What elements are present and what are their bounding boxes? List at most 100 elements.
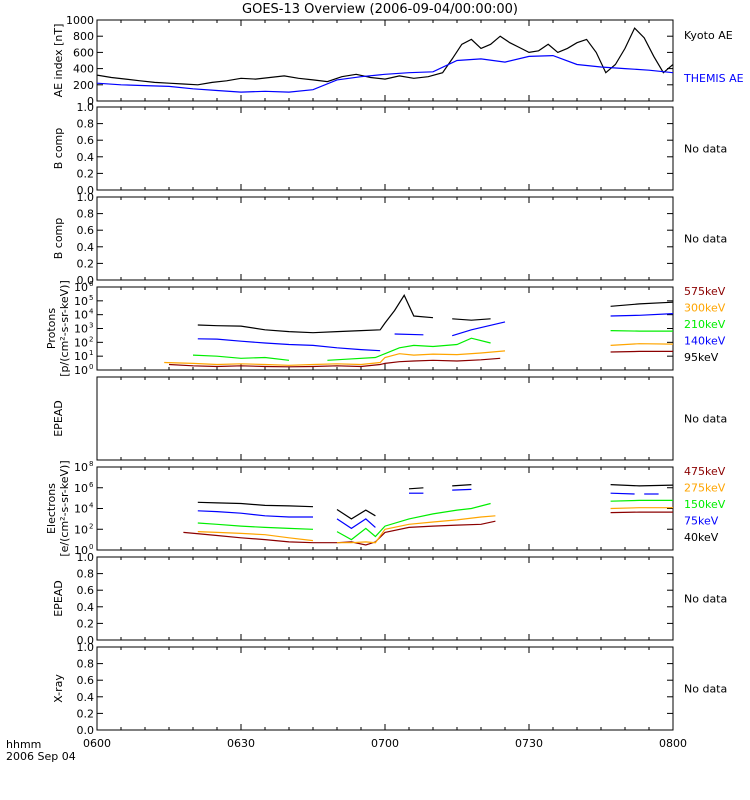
- y-tick-label: 0.6: [77, 134, 95, 147]
- series-line-275kev: [337, 515, 496, 544]
- legend-entry: 95keV: [684, 351, 719, 364]
- series-line-475kev: [183, 520, 496, 546]
- y-tick-label: 10: [74, 350, 88, 363]
- y-axis-label: EPEAD: [52, 400, 65, 437]
- y-tick-exponent: 2: [89, 335, 93, 343]
- y-tick-exponent: 4: [89, 502, 94, 510]
- y-tick-label: 600: [73, 46, 94, 59]
- no-data-label: No data: [684, 143, 727, 156]
- series-line-140kev: [197, 338, 381, 352]
- series-line-210kev: [327, 337, 491, 361]
- x-tick-label: 0800: [659, 737, 687, 750]
- series-line-140kev: [452, 321, 506, 337]
- series-line-40kev: [336, 508, 376, 520]
- series-lines: [97, 27, 673, 93]
- panel-frame: [96, 196, 674, 281]
- y-axis-label: AE index [nT]: [52, 24, 65, 98]
- x-axis-labels: 0600 0630 0700 0730 0800: [83, 737, 687, 750]
- no-data-label: No data: [684, 233, 727, 246]
- y-tick-exponent: 6: [89, 481, 94, 489]
- y-tick-exponent: 1: [89, 349, 93, 357]
- y-tick-label: 0.6: [77, 674, 95, 687]
- y-tick-label: 10: [74, 336, 88, 349]
- legend-entry: 210keV: [684, 318, 726, 331]
- y-tick-exponent: 5: [89, 294, 93, 302]
- no-data-label: No data: [684, 413, 727, 426]
- legend-entry: 140keV: [684, 335, 726, 348]
- y-tick-label: 1.0: [77, 101, 95, 114]
- y-tick-label: 0.4: [77, 241, 95, 254]
- y-tick-label: 10: [74, 295, 88, 308]
- legend-entry: THEMIS AE: [683, 72, 744, 85]
- series-lines: [164, 294, 673, 368]
- series-line-95kev: [610, 301, 673, 307]
- series-line-210kev: [610, 330, 673, 332]
- x-axis-corner-label-hhmm: hhmm: [6, 738, 41, 751]
- y-tick-label: 10: [74, 309, 88, 322]
- legend-entry: 150keV: [684, 498, 726, 511]
- y-tick-label: 10: [74, 523, 88, 536]
- y-tick-label: 400: [73, 63, 94, 76]
- chart-title: GOES-13 Overview (2006-09-04/00:00:00): [242, 2, 518, 17]
- series-line-95kev: [197, 294, 434, 334]
- y-tick-label: 0.2: [77, 257, 95, 270]
- panel-8: 0.0 0.2 0.4 0.6 0.8 1.0 X-ray No data: [52, 641, 727, 737]
- panel-2: 0.0 0.2 0.4 0.6 0.8 1.0 B comp No data: [52, 101, 727, 197]
- y-axis-label: B comp: [52, 128, 65, 170]
- y-tick-label: 10: [74, 503, 88, 516]
- x-axis-corner-label-date: 2006 Sep 04: [6, 750, 76, 763]
- legend-entry: 275keV: [684, 482, 726, 495]
- y-tick-label: 0.0: [77, 184, 95, 197]
- series-line-275kev: [610, 507, 673, 510]
- series-line-95kev: [452, 318, 491, 321]
- series-line-575kev: [610, 350, 673, 353]
- no-data-label: No data: [684, 683, 727, 696]
- y-tick-label: 1.0: [77, 641, 95, 654]
- series-line-40kev: [197, 501, 314, 508]
- series-line-575kev: [168, 357, 501, 368]
- y-axis-label: B comp: [52, 218, 65, 260]
- x-tick-label: 0600: [83, 737, 111, 750]
- legend-entry: 40keV: [684, 531, 719, 544]
- y-tick-label: 0.8: [77, 658, 95, 671]
- legend-entry: Kyoto AE: [684, 29, 733, 42]
- series-line-40kev: [452, 484, 472, 487]
- legend-entry: 575keV: [684, 285, 726, 298]
- x-tick-label: 0700: [371, 737, 399, 750]
- legend-entry: 475keV: [684, 465, 726, 478]
- panel-5: EPEAD No data: [52, 376, 727, 461]
- y-tick-label: 0.8: [77, 118, 95, 131]
- y-tick-label: 0.2: [77, 617, 95, 630]
- series-line-300kev: [164, 350, 506, 366]
- panel-frame: [96, 556, 674, 641]
- y-axis-unit-label: [e/(cm²-s-sr-keV)]: [58, 460, 71, 556]
- y-tick-label: 10: [74, 281, 88, 294]
- y-tick-exponent: 3: [89, 322, 93, 330]
- series-line-210kev: [192, 354, 290, 361]
- series-line-150kev: [336, 502, 491, 541]
- y-tick-label: 10: [74, 364, 88, 377]
- y-tick-exponent: 4: [89, 308, 94, 316]
- series-line-75kev: [610, 492, 635, 495]
- y-tick-label: 0.0: [77, 634, 95, 647]
- panel-frame: [96, 466, 674, 551]
- y-tick-label: 0.8: [77, 568, 95, 581]
- panel-3: 0.0 0.2 0.4 0.6 0.8 1.0 B comp No data: [52, 191, 727, 287]
- panel-frame: [96, 646, 674, 731]
- y-tick-label: 0.0: [77, 724, 95, 737]
- y-tick-exponent: 0: [89, 543, 93, 551]
- y-tick-exponent: 0: [89, 363, 93, 371]
- y-tick-exponent: 2: [89, 522, 93, 530]
- y-tick-label: 10: [74, 461, 88, 474]
- series-line-75kev: [452, 488, 472, 491]
- panel-7: 0.0 0.2 0.4 0.6 0.8 1.0 EPEAD No data: [52, 551, 727, 647]
- y-tick-label: 10: [74, 544, 88, 557]
- y-axis-label: X-ray: [52, 674, 65, 703]
- y-tick-label: 0.4: [77, 151, 95, 164]
- y-axis-label: EPEAD: [52, 580, 65, 617]
- x-tick-label: 0730: [515, 737, 543, 750]
- y-tick-label: 0.8: [77, 208, 95, 221]
